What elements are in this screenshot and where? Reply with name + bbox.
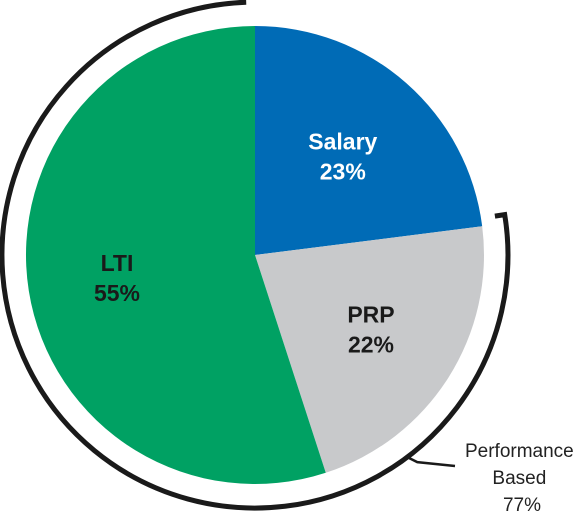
slice-label-prp: PRP 22% — [347, 302, 394, 358]
performance-based-arc — [0, 0, 511, 511]
pie-slices — [25, 25, 484, 484]
slice-label-salary-value: 23% — [320, 158, 366, 184]
slice-label-salary-name: Salary — [308, 128, 377, 154]
performance-based-label-line-1: Performance — [465, 441, 574, 462]
slice-label-prp-value: 22% — [348, 332, 394, 358]
pie-slice-salary — [255, 26, 483, 255]
performance-based-label-line-3: 77% — [503, 495, 541, 516]
pie-slice-prp — [255, 226, 484, 473]
slice-labels: Salary 23% PRP 22% LTI 55% — [94, 128, 395, 357]
slice-label-lti-value: 55% — [94, 280, 140, 306]
performance-based-label-line-2: Based — [492, 468, 546, 489]
slice-label-lti-name: LTI — [101, 250, 134, 276]
performance-based-leader-line — [406, 455, 456, 468]
pie-slice-lti — [25, 25, 326, 484]
slice-label-salary: Salary 23% — [308, 128, 377, 184]
slice-label-prp-name: PRP — [347, 302, 394, 328]
slice-label-lti: LTI 55% — [94, 250, 140, 306]
performance-based-label: Performance Based 77% — [465, 441, 579, 516]
